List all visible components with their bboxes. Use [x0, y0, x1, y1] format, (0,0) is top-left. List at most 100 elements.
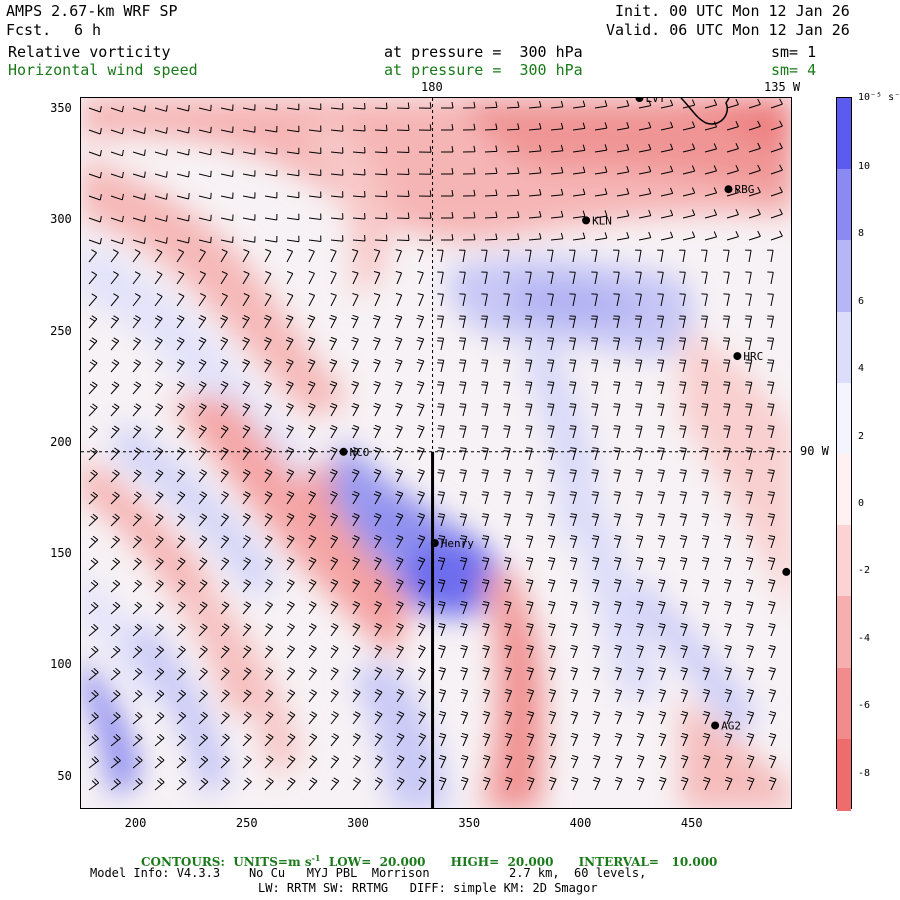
wind-barb [682, 187, 696, 197]
wind-barb [504, 645, 512, 659]
wind-barb [308, 711, 318, 725]
wind-barb [612, 315, 620, 329]
wind-barb [546, 337, 555, 351]
wind-barb [726, 186, 739, 197]
wind-barb [528, 210, 542, 219]
wind-barb [660, 143, 674, 153]
wind-barb [441, 124, 454, 131]
wind-barb [548, 667, 556, 681]
wind-barb [330, 645, 339, 659]
wind-barb [570, 623, 578, 637]
wind-barb [748, 164, 761, 175]
wind-barb [286, 292, 294, 307]
wind-barb [220, 337, 229, 351]
wind-barb [459, 535, 468, 549]
wind-barb [198, 337, 207, 351]
wind-barb [416, 315, 425, 329]
wind-barb [484, 167, 498, 175]
wind-barb [547, 359, 555, 373]
wind-barb [658, 755, 667, 769]
wind-barb [525, 447, 533, 461]
wind-barb [524, 337, 533, 351]
wind-barb [198, 535, 208, 549]
wind-barb [660, 99, 674, 109]
colorbar-segment [837, 596, 851, 669]
wind-barb [373, 293, 381, 307]
wind-barb [88, 425, 98, 439]
wind-barb [438, 755, 447, 769]
wind-barb [264, 425, 273, 439]
wind-barb [154, 513, 164, 527]
wind-barb [308, 292, 316, 307]
wind-barb [352, 102, 366, 110]
wind-barb [550, 144, 564, 153]
wind-barb [462, 233, 476, 241]
wind-barb [745, 359, 753, 373]
wind-barb [308, 425, 316, 439]
wind-barb [569, 425, 577, 439]
wind-barb [638, 143, 652, 153]
wind-barb [726, 120, 739, 131]
wind-barb [110, 447, 120, 461]
wind-barb [569, 557, 578, 571]
wind-barb [154, 315, 163, 329]
wind-barb [396, 667, 405, 681]
wind-barb [484, 233, 498, 241]
wind-barb [638, 209, 652, 219]
wind-barb [723, 293, 730, 307]
wind-barb [242, 315, 250, 329]
wind-barb [701, 535, 710, 549]
wind-barb [110, 778, 121, 791]
wind-barb [242, 126, 256, 133]
wind-barb [594, 122, 608, 131]
wind-barb [176, 214, 190, 222]
wind-barb [700, 315, 708, 329]
wind-barb [308, 535, 317, 549]
wind-barb [768, 645, 776, 659]
wind-barb [636, 645, 644, 659]
wind-barb [110, 127, 124, 135]
wind-barb [701, 293, 708, 307]
wind-barb [594, 188, 608, 197]
wind-barb [154, 645, 165, 659]
colorbar-label: -2 [858, 565, 871, 577]
wind-barb [635, 513, 644, 527]
wind-barb [352, 689, 361, 703]
wind-barb [154, 579, 164, 593]
wind-barb [154, 171, 168, 178]
wind-barb [525, 425, 533, 439]
wind-barb [525, 249, 532, 263]
wind-barb [220, 170, 234, 177]
wind-barb [373, 424, 382, 439]
wind-barb [591, 381, 599, 395]
wind-barb [418, 212, 432, 219]
wind-barb [570, 755, 579, 769]
y-tick-label: 350 [50, 101, 72, 116]
wind-barb [594, 166, 608, 175]
wind-barb [110, 557, 121, 571]
wind-barb [547, 403, 555, 417]
wind-barb [504, 601, 512, 615]
wind-barb [682, 231, 696, 241]
wind-barb [506, 145, 520, 153]
model-title: AMPS 2.67-km WRF SP [6, 2, 178, 20]
wind-barb [198, 126, 212, 134]
wind-barb [308, 777, 318, 791]
physics-info: LW: RRTM SW: RRTMG DIFF: simple KM: 2D S… [258, 881, 598, 895]
wind-barb [680, 579, 688, 593]
wind-barb [767, 557, 776, 571]
wind-barb [110, 756, 121, 769]
wind-barb [220, 513, 229, 527]
wind-barb [658, 623, 666, 637]
wind-barb [374, 733, 383, 747]
wind-barb [110, 171, 124, 179]
wind-barb [572, 232, 586, 241]
wind-barb [680, 689, 689, 703]
wind-barb [503, 293, 510, 307]
wind-barb [176, 601, 186, 615]
station-marker [711, 721, 720, 730]
wind-barb [395, 512, 404, 527]
wind-barb [395, 578, 404, 593]
wind-barb [459, 491, 467, 505]
wind-barb [525, 469, 533, 483]
